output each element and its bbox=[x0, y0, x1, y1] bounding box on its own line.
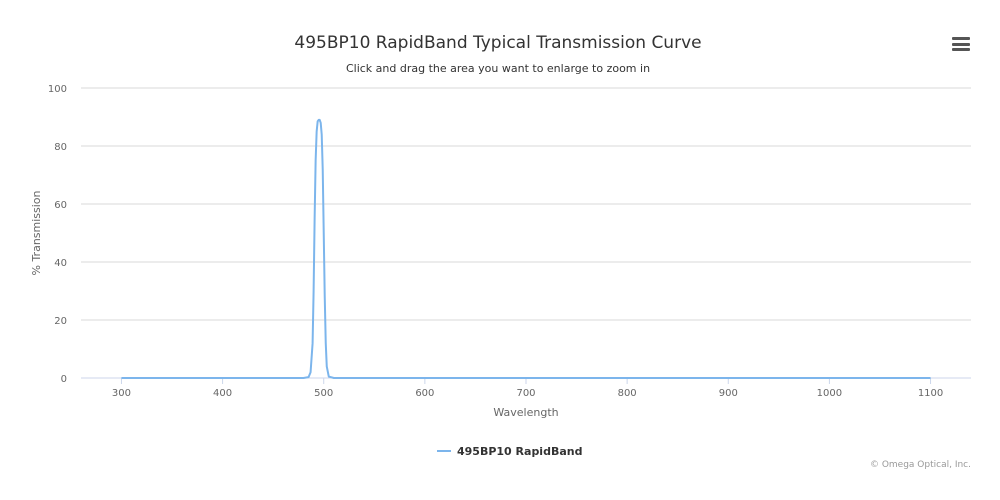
menu-bar bbox=[952, 42, 970, 46]
menu-bar bbox=[952, 48, 970, 51]
hamburger-menu-icon[interactable] bbox=[950, 34, 972, 54]
x-tick-label: 400 bbox=[213, 388, 232, 399]
chart-subtitle: Click and drag the area you want to enla… bbox=[346, 62, 650, 75]
series-line[interactable] bbox=[121, 118, 931, 379]
y-tick-label: 20 bbox=[54, 316, 67, 327]
x-axis-ticks: 300 400 500 600 700 800 900 1000 1100 bbox=[112, 378, 943, 399]
x-tick-label: 300 bbox=[112, 388, 131, 399]
series-group bbox=[121, 118, 931, 379]
credit-text[interactable]: © Omega Optical, Inc. bbox=[870, 460, 971, 470]
y-tick-label: 0 bbox=[61, 374, 67, 385]
grid-lines bbox=[81, 87, 971, 321]
y-tick-label: 100 bbox=[48, 84, 67, 95]
y-tick-label: 40 bbox=[54, 258, 67, 269]
y-axis-title: % Transmission bbox=[30, 190, 43, 275]
menu-bar bbox=[952, 37, 970, 40]
legend-item-label[interactable]: 495BP10 RapidBand bbox=[457, 445, 582, 458]
x-tick-label: 700 bbox=[516, 388, 535, 399]
x-tick-label: 900 bbox=[719, 388, 738, 399]
x-tick-label: 600 bbox=[415, 388, 434, 399]
legend[interactable]: 495BP10 RapidBand bbox=[437, 445, 582, 458]
y-axis-ticks: 0 20 40 60 80 100 bbox=[48, 84, 67, 385]
x-tick-label: 1000 bbox=[817, 388, 842, 399]
y-tick-label: 80 bbox=[54, 142, 67, 153]
x-axis-title: Wavelength bbox=[493, 406, 558, 419]
chart-title: 495BP10 RapidBand Typical Transmission C… bbox=[294, 33, 701, 53]
x-tick-label: 500 bbox=[314, 388, 333, 399]
y-tick-label: 60 bbox=[54, 200, 67, 211]
x-tick-label: 1100 bbox=[918, 388, 943, 399]
x-tick-label: 800 bbox=[618, 388, 637, 399]
